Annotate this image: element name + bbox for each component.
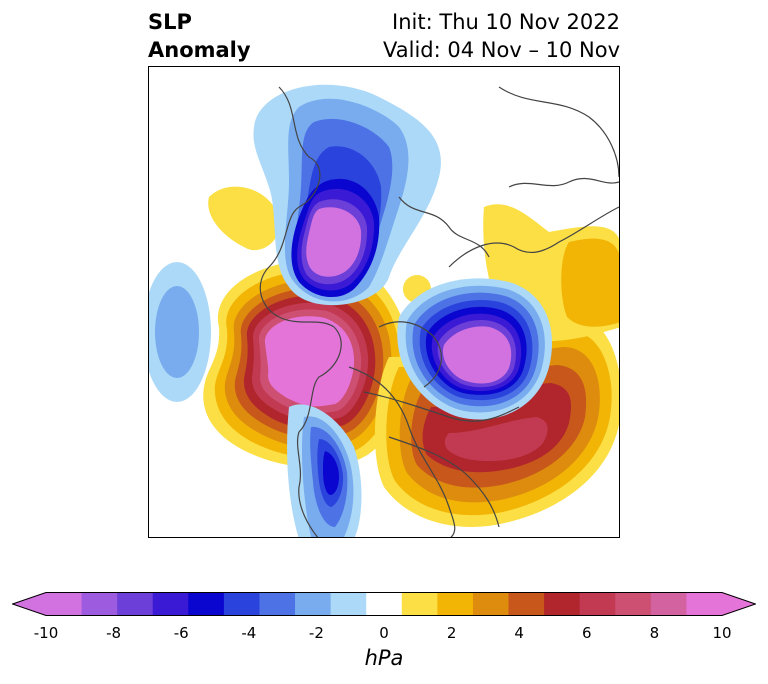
colorbar-segment xyxy=(437,592,474,616)
colorbar-segment xyxy=(686,592,723,616)
map-title: SLP Anomaly xyxy=(148,8,251,64)
colorbar-segment xyxy=(330,592,367,616)
colorbar-segment xyxy=(259,592,296,616)
colorbar-tick-label: 10 xyxy=(712,624,732,642)
colorbar-segment xyxy=(188,592,225,616)
low-anomaly-siberia xyxy=(253,84,441,306)
init-date-label: Init: Thu 10 Nov 2022 xyxy=(392,10,620,34)
colorbar-tick-label: -10 xyxy=(33,624,59,642)
colorbar-outline xyxy=(10,592,758,616)
high-anomaly-aleutian xyxy=(203,260,411,467)
coastlines xyxy=(259,86,619,537)
colorbar-segment xyxy=(579,592,616,616)
anomaly-map xyxy=(148,66,620,538)
low-anomaly-central-asia xyxy=(149,262,211,402)
colorbar-tick-label: 4 xyxy=(514,624,524,642)
colorbar-segment xyxy=(223,592,260,616)
low-anomaly-greenland xyxy=(397,278,553,420)
map-subtitle: Init: Thu 10 Nov 2022 Valid: 04 Nov – 10… xyxy=(383,8,620,64)
colorbar-segment xyxy=(46,592,83,616)
colorbar-segment xyxy=(152,592,189,616)
colorbar-tick-label: 0 xyxy=(379,624,389,642)
colorbar-tick-label: 2 xyxy=(446,624,457,642)
colorbar-segment xyxy=(615,592,652,616)
colorbar-svg xyxy=(10,592,758,616)
colorbar-segment xyxy=(544,592,581,616)
low-anomaly-western-us xyxy=(287,404,362,537)
colorbar-segment xyxy=(117,592,154,616)
colorbar-tick-label: -6 xyxy=(173,624,189,642)
high-anomaly-north-atlantic xyxy=(374,316,619,527)
valid-range-label: Valid: 04 Nov – 10 Nov xyxy=(383,38,620,62)
colorbar-tick-label: -8 xyxy=(106,624,122,642)
colorbar-tick-label: 8 xyxy=(649,624,660,642)
colorbar-segment xyxy=(650,592,687,616)
colorbar-segment xyxy=(366,592,403,616)
colorbar-segment xyxy=(295,592,332,616)
colorbar xyxy=(10,592,758,616)
high-anomaly-blob xyxy=(208,186,280,251)
colorbar-segment xyxy=(472,592,510,616)
colorbar-segment xyxy=(81,592,118,616)
colorbar-extend-high xyxy=(722,592,756,616)
colorbar-segment xyxy=(508,592,545,616)
colorbar-unit-label: hPa xyxy=(364,646,404,670)
colorbar-ticks: -10 -8 -6 -4 -2 0 2 4 6 8 10 xyxy=(0,624,768,644)
title-line-1: SLP xyxy=(148,10,192,34)
title-line-2: Anomaly xyxy=(148,38,251,62)
colorbar-tick-label: -2 xyxy=(308,624,324,642)
colorbar-extend-low xyxy=(12,592,46,616)
colorbar-tick-label: -4 xyxy=(241,624,257,642)
colorbar-tick-label: 6 xyxy=(582,624,592,642)
map-canvas xyxy=(149,84,619,537)
colorbar-segment xyxy=(401,592,438,616)
